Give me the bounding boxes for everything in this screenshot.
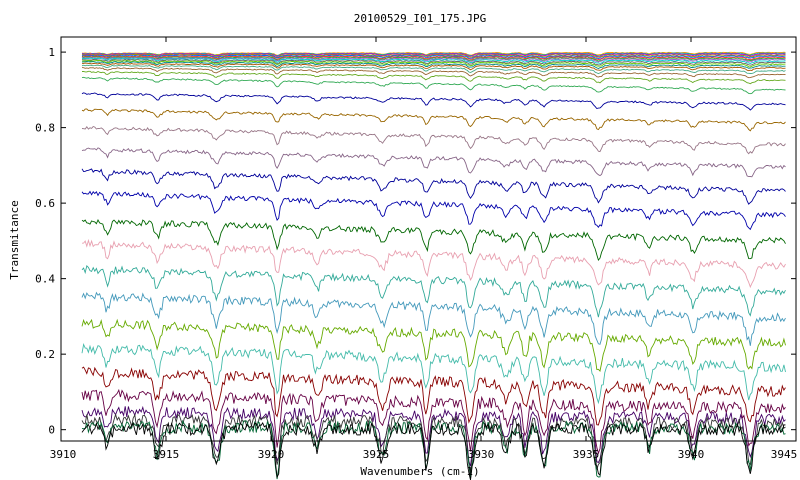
x-tick-label: 3930 <box>468 448 495 461</box>
series-line <box>81 59 786 66</box>
series-line <box>81 388 786 455</box>
y-tick-label: 0.6 <box>35 197 55 210</box>
series-line <box>81 67 786 79</box>
series-line <box>81 147 786 178</box>
x-tick-label: 3940 <box>678 448 705 461</box>
series-line <box>81 291 786 346</box>
x-tick-label: 3920 <box>258 448 285 461</box>
series-line <box>81 218 786 262</box>
x-tick-label: 3910 <box>50 448 77 461</box>
series-line <box>81 168 786 205</box>
x-tick-label: 3915 <box>153 448 180 461</box>
series-line <box>81 54 786 58</box>
x-axis-label: Wavenumbers (cm-1) <box>360 465 479 478</box>
series-line <box>81 413 786 474</box>
x-axis: 3910 3915 3920 3925 3930 3935 3940 3945 <box>50 37 798 461</box>
series-line <box>81 55 786 61</box>
series-line <box>81 61 786 69</box>
series-line <box>81 419 786 480</box>
y-tick-label: 1 <box>48 46 55 59</box>
plot-frame <box>60 36 797 442</box>
series-line <box>81 57 786 64</box>
y-axis: 0 0.2 0.4 0.6 0.8 1 <box>35 46 796 437</box>
series-line <box>81 53 786 57</box>
series-line <box>81 56 786 62</box>
series-line <box>81 76 786 95</box>
series-line <box>81 54 786 60</box>
chart-title: 20100529_I01_175.JPG <box>354 12 486 25</box>
series-line <box>81 108 786 132</box>
series-line <box>81 238 786 289</box>
series-line <box>81 92 786 111</box>
x-tick-label: 3945 <box>771 448 798 461</box>
series-line <box>81 57 786 63</box>
series-line <box>81 265 786 318</box>
y-tick-label: 0.4 <box>35 273 55 286</box>
x-tick-label: 3935 <box>573 448 600 461</box>
series-line <box>81 125 786 155</box>
y-tick-label: 0 <box>48 424 55 437</box>
series-line <box>81 70 786 85</box>
series-line <box>81 52 786 57</box>
series-line <box>81 318 786 372</box>
series-line <box>81 342 786 405</box>
series-layer <box>81 51 786 480</box>
series-line <box>81 421 786 480</box>
series-line <box>81 64 786 75</box>
series-line <box>81 405 786 467</box>
series-line <box>81 366 786 426</box>
y-axis-label: Transmitance <box>8 200 21 279</box>
series-line <box>81 190 786 231</box>
y-tick-label: 0.2 <box>35 348 55 361</box>
series-line <box>82 59 786 68</box>
x-tick-label: 3925 <box>363 448 390 461</box>
y-tick-label: 0.8 <box>35 122 55 135</box>
series-line <box>81 62 786 72</box>
